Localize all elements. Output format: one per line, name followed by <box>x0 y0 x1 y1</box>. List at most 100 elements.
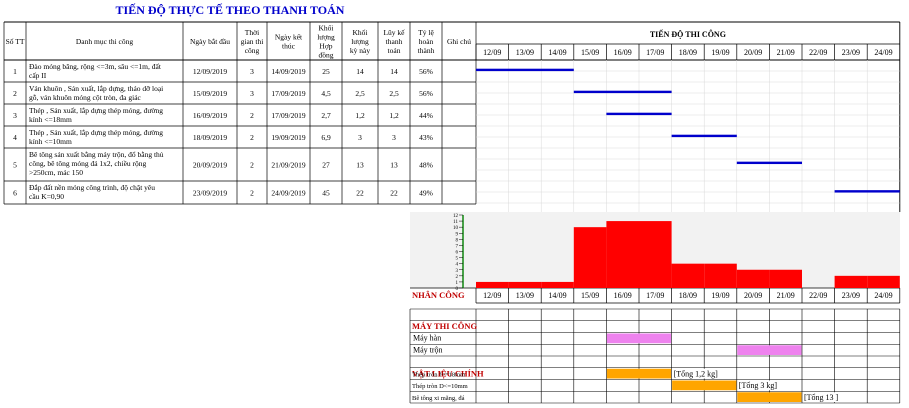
material-total-note: [Tổng 1,2 kg] <box>674 369 719 378</box>
day-label: 16/09 <box>614 48 632 57</box>
contract-quantity: 27 <box>322 161 330 170</box>
labor-axis-tick-label: 12 <box>453 214 459 219</box>
task-name: cấp II <box>29 71 47 80</box>
machine-name: Máy trộn <box>413 345 443 354</box>
header-period-quantity: kỳ này <box>350 46 370 55</box>
contract-quantity: 45 <box>322 189 330 198</box>
cumulative-payment: 22 <box>390 189 398 198</box>
start-date: 20/09/2019 <box>193 161 227 170</box>
header-duration: Thời <box>245 28 259 37</box>
contract-quantity: 4,5 <box>321 89 331 98</box>
end-date: 17/09/2019 <box>271 111 305 120</box>
task-name: Đắp đất nền móng công trình, độ chặt yêu <box>29 183 155 192</box>
material-name: Thép tròn f<=18mm <box>412 371 465 378</box>
task-name: Thép , Sản xuất, lắp dựng thép móng, đườ… <box>29 128 163 137</box>
header-duration: công <box>245 46 260 55</box>
start-date: 16/09/2019 <box>193 111 227 120</box>
end-date: 14/09/2019 <box>271 67 305 76</box>
day-label: 14/09 <box>548 48 566 57</box>
cumulative-payment: 13 <box>390 161 398 170</box>
labor-axis-tick-label: 0 <box>456 287 459 292</box>
row-number: 6 <box>13 189 17 198</box>
header-completion-rate: Tỷ lệ <box>418 28 434 37</box>
contract-quantity: 25 <box>322 67 330 76</box>
header-cumulative-payment: toán <box>388 46 401 55</box>
task-bar <box>736 161 802 165</box>
labor-axis-tick-label: 1 <box>456 281 459 286</box>
material-total-box <box>803 392 849 402</box>
completion-rate: 49% <box>419 189 433 198</box>
task-bar <box>476 68 574 72</box>
row-number: 5 <box>13 161 17 170</box>
day-label: 24/09 <box>874 48 892 57</box>
labor-bar <box>541 281 574 288</box>
duration: 3 <box>250 67 254 76</box>
period-quantity: 13 <box>356 161 364 170</box>
cumulative-payment: 14 <box>390 67 398 76</box>
labor-axis-tick-label: 3 <box>456 269 459 274</box>
labor-bar <box>867 275 900 288</box>
header-note: Ghi chú <box>447 37 471 46</box>
end-date: 19/09/2019 <box>271 133 305 142</box>
period-quantity: 3 <box>358 133 362 142</box>
day-label: 12/09 <box>483 48 501 57</box>
labor-bar <box>671 263 705 288</box>
row-number: 1 <box>13 67 17 76</box>
task-bar <box>834 190 900 193</box>
cumulative-payment: 3 <box>392 133 396 142</box>
completion-rate: 56% <box>419 89 433 98</box>
machine-bar <box>606 333 672 344</box>
period-quantity: 14 <box>356 67 364 76</box>
material-total-box <box>737 380 784 391</box>
page-title: TIẾN ĐỘ THỰC TẾ THEO THANH TOÁN <box>116 2 345 17</box>
material-total-note: [Tổng 3 kg] <box>739 381 778 390</box>
task-name: gỗ, ván khuôn móng cột tròn, đa giác <box>29 93 142 102</box>
end-date: 24/09/2019 <box>271 189 305 198</box>
day-label: 13/09 <box>516 48 534 57</box>
labor-day-label: 14/09 <box>548 291 566 300</box>
labor-bar <box>834 275 868 288</box>
labor-bar <box>508 281 542 288</box>
labor-bar <box>769 269 802 288</box>
duration: 2 <box>250 111 254 120</box>
material-name: Bê tông xi măng, đá <box>412 395 465 402</box>
cumulative-payment: 1,2 <box>389 111 399 120</box>
period-quantity: 22 <box>356 189 364 198</box>
labor-bar <box>704 263 737 288</box>
header-end-date: thúc <box>282 42 296 51</box>
day-label: 19/09 <box>711 48 729 57</box>
content-layer: TIẾN ĐỘ THỰC TẾ THEO THANH TOÁN Số TT Danh… <box>6 2 900 402</box>
day-label: 18/09 <box>679 48 697 57</box>
labor-bar <box>736 269 770 288</box>
labor-bar <box>639 221 672 288</box>
task-bar <box>671 134 737 138</box>
header-contract-quantity: lượng <box>317 33 335 42</box>
row-number: 2 <box>13 89 17 98</box>
task-name: Thép , Sản xuất, lắp dựng thép móng, đườ… <box>29 106 163 115</box>
period-quantity: 2,5 <box>355 89 365 98</box>
completion-rate: 44% <box>419 111 433 120</box>
labor-axis-tick-label: 11 <box>453 220 458 225</box>
task-name: >250cm, mác 150 <box>29 168 83 177</box>
labor-day-label: 16/09 <box>614 291 632 300</box>
day-label: 23/09 <box>842 48 860 57</box>
end-date: 17/09/2019 <box>271 89 305 98</box>
labor-day-label: 24/09 <box>874 291 892 300</box>
contract-quantity: 2,7 <box>321 111 331 120</box>
task-bar <box>573 90 672 94</box>
material-total-box <box>672 368 719 379</box>
labor-day-label: 19/09 <box>711 291 729 300</box>
schedule-title: TIẾN ĐỘ THI CÔNG <box>650 29 726 39</box>
day-label: 17/09 <box>646 48 664 57</box>
duration: 2 <box>250 189 254 198</box>
period-quantity: 1,2 <box>355 111 365 120</box>
labor-bar <box>476 281 509 288</box>
labor-day-label: 23/09 <box>842 291 860 300</box>
duration: 2 <box>250 133 254 142</box>
duration: 2 <box>250 161 254 170</box>
labor-label: NHÂN CÔNG <box>412 290 465 300</box>
labor-bar <box>573 227 607 288</box>
header-cumulative-payment: thanh <box>386 37 403 46</box>
task-name: Ván khuôn , Sản xuất, lắp dựng, tháo dỡ … <box>29 84 163 93</box>
